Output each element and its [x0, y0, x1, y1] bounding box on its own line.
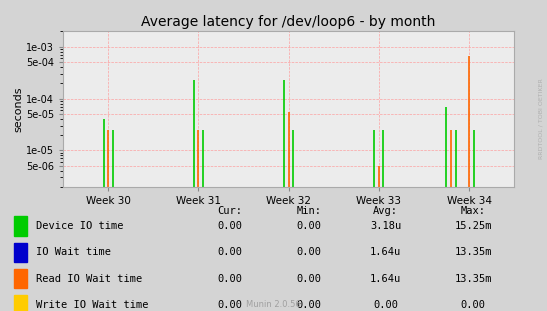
- Text: Read IO Wait time: Read IO Wait time: [36, 274, 142, 284]
- Text: 0.00: 0.00: [296, 274, 322, 284]
- Text: 1.64u: 1.64u: [370, 274, 401, 284]
- Bar: [14, 295, 27, 311]
- Text: 0.00: 0.00: [217, 274, 242, 284]
- Text: 3.18u: 3.18u: [370, 221, 401, 231]
- Text: 1.64u: 1.64u: [370, 247, 401, 257]
- Text: 15.25m: 15.25m: [455, 221, 492, 231]
- Text: 13.35m: 13.35m: [455, 274, 492, 284]
- Text: 0.00: 0.00: [296, 300, 322, 310]
- Text: 13.35m: 13.35m: [455, 247, 492, 257]
- Text: 0.00: 0.00: [373, 300, 398, 310]
- Text: Max:: Max:: [461, 206, 486, 216]
- Text: Device IO time: Device IO time: [36, 221, 123, 231]
- Title: Average latency for /dev/loop6 - by month: Average latency for /dev/loop6 - by mont…: [141, 15, 436, 29]
- Text: 0.00: 0.00: [296, 247, 322, 257]
- Bar: [14, 216, 27, 235]
- Text: 0.00: 0.00: [217, 300, 242, 310]
- Text: Cur:: Cur:: [217, 206, 242, 216]
- Y-axis label: seconds: seconds: [13, 86, 23, 132]
- Text: 0.00: 0.00: [217, 221, 242, 231]
- Text: 0.00: 0.00: [217, 247, 242, 257]
- Text: Munin 2.0.56: Munin 2.0.56: [246, 300, 301, 309]
- Text: IO Wait time: IO Wait time: [36, 247, 110, 257]
- Text: RRDTOOL / TOBI OETIKER: RRDTOOL / TOBI OETIKER: [538, 78, 543, 159]
- Bar: [14, 243, 27, 262]
- Text: Write IO Wait time: Write IO Wait time: [36, 300, 148, 310]
- Text: 0.00: 0.00: [296, 221, 322, 231]
- Text: Min:: Min:: [296, 206, 322, 216]
- Text: Avg:: Avg:: [373, 206, 398, 216]
- Bar: [14, 269, 27, 288]
- Text: 0.00: 0.00: [461, 300, 486, 310]
